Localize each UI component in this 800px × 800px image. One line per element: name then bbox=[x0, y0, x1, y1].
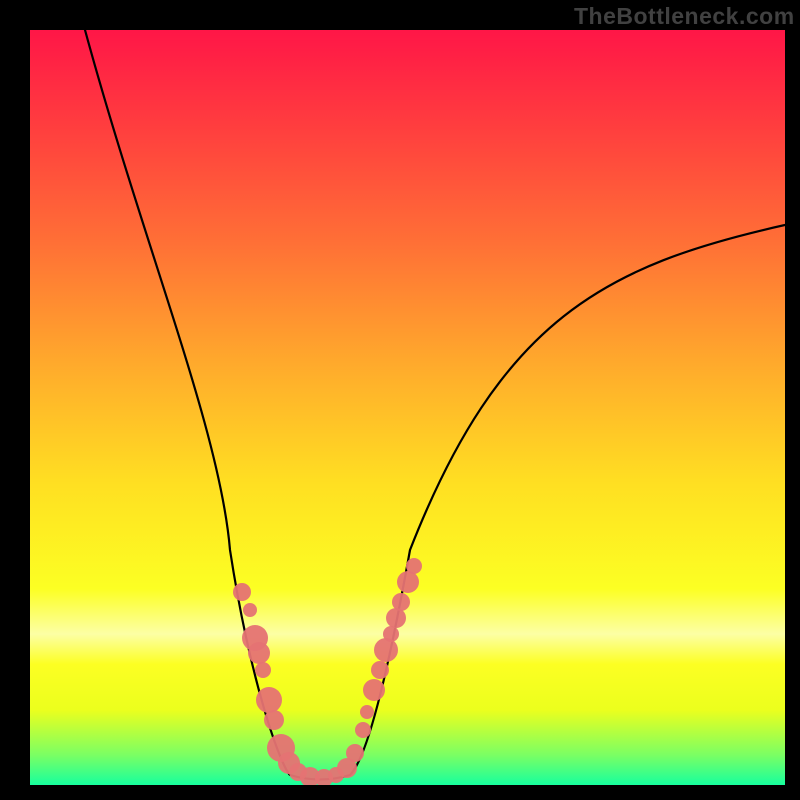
scatter-point bbox=[397, 571, 419, 593]
plot-area bbox=[30, 30, 785, 785]
scatter-point bbox=[371, 661, 389, 679]
scatter-point bbox=[248, 642, 270, 664]
scatter-point bbox=[355, 722, 371, 738]
scatter-point bbox=[233, 583, 251, 601]
scatter-point bbox=[386, 608, 406, 628]
gradient-background bbox=[30, 30, 785, 785]
scatter-point bbox=[346, 744, 364, 762]
scatter-point bbox=[255, 662, 271, 678]
scatter-point bbox=[264, 710, 284, 730]
scatter-point bbox=[374, 638, 398, 662]
scatter-point bbox=[243, 603, 257, 617]
scatter-point bbox=[406, 558, 422, 574]
watermark-text: TheBottleneck.com bbox=[574, 3, 795, 30]
scatter-point bbox=[392, 593, 410, 611]
scatter-point bbox=[363, 679, 385, 701]
scatter-point bbox=[383, 626, 399, 642]
scatter-point bbox=[256, 687, 282, 713]
chart-svg bbox=[30, 30, 785, 785]
scatter-point bbox=[360, 705, 374, 719]
